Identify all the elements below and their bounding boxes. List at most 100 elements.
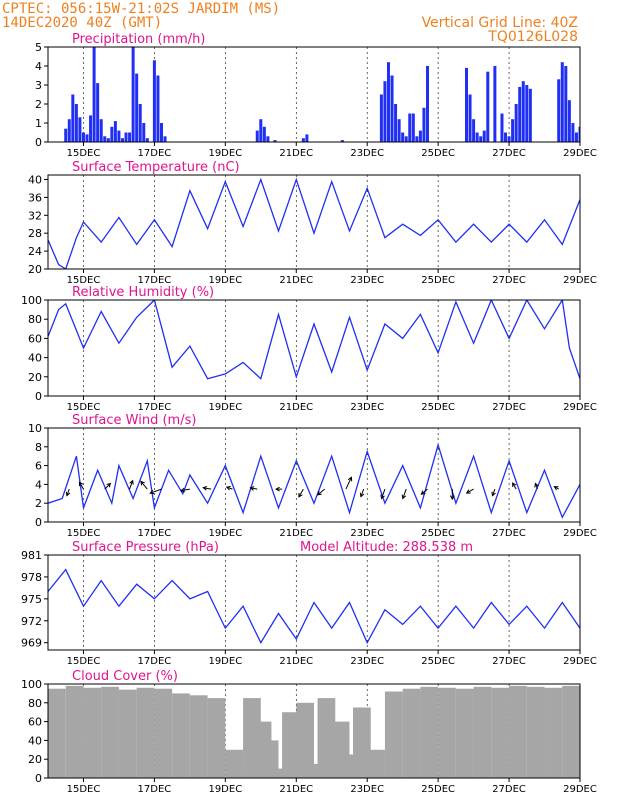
precip-bar xyxy=(465,67,469,142)
x-tick-label: 15DEC xyxy=(67,275,101,286)
wind-arrow-head xyxy=(534,482,539,488)
plot-frame xyxy=(47,174,581,270)
precip-bar xyxy=(468,94,472,142)
precip-bar xyxy=(418,130,422,142)
chart-panel-0: Precipitation (mm/h) 0 1 2 3 4 5 15DEC 17DEC 19DE… xyxy=(35,32,597,159)
precip-bar xyxy=(106,138,110,142)
y-tick-label: 20 xyxy=(28,263,42,276)
chart-title: Surface Wind (m/s) xyxy=(72,413,196,428)
x-tick-label: 17DEC xyxy=(138,148,172,159)
y-tick-label: 3 xyxy=(35,79,42,92)
y-tick-label: 32 xyxy=(28,209,42,222)
series-group xyxy=(48,300,580,380)
precip-bar xyxy=(408,113,412,142)
y-tick-label: 20 xyxy=(28,753,42,766)
x-tick-label: 25DEC xyxy=(421,275,455,286)
chart-panel-1: Surface Temperature (nC) 20 24 28 32 36 40 15DE… xyxy=(28,160,597,286)
wind-arrow-head xyxy=(202,485,208,491)
x-tick-label: 19DEC xyxy=(208,656,242,667)
y-tick-label: 972 xyxy=(21,615,42,628)
precip-bar xyxy=(262,126,266,142)
series-line xyxy=(48,300,580,380)
cloud-bar xyxy=(317,698,336,778)
precip-bar xyxy=(397,119,401,142)
x-tick-label: 21DEC xyxy=(279,148,313,159)
x-tick-label: 27DEC xyxy=(492,784,526,795)
y-tick-label: 28 xyxy=(28,227,42,240)
chart-title: Relative Humidity (%) xyxy=(72,285,214,300)
y-tick-label: 0 xyxy=(35,136,42,149)
wind-arrow xyxy=(402,488,407,499)
wind-arrow-head xyxy=(401,494,407,500)
precip-bar xyxy=(500,113,504,142)
precip-bar xyxy=(301,138,305,142)
series-line xyxy=(48,442,580,519)
plot-frame xyxy=(47,46,581,143)
cloud-bar xyxy=(154,688,173,778)
precip-bar xyxy=(159,123,163,142)
wind-arrow-head xyxy=(512,482,517,488)
precip-bar xyxy=(560,62,564,142)
wind-arrow xyxy=(104,483,111,490)
cloud-bar xyxy=(455,688,474,778)
x-tick-label: 23DEC xyxy=(350,528,384,539)
header-station: CPTEC: 056:15W-21:02S JARDIM (MS) xyxy=(2,1,280,17)
precip-bar xyxy=(528,88,532,142)
precip-bar xyxy=(96,83,100,142)
y-tick-label: 981 xyxy=(21,549,42,562)
x-tick-label: 29DEC xyxy=(563,528,597,539)
wind-arrow-head xyxy=(553,486,559,491)
y-tick-label: 0 xyxy=(35,390,42,403)
y-tick-label: 4 xyxy=(35,60,42,73)
precip-bar xyxy=(142,123,146,142)
x-tick-label: 29DEC xyxy=(563,656,597,667)
cloud-bar xyxy=(473,686,492,778)
x-tick-label: 25DEC xyxy=(421,528,455,539)
x-tick-label: 27DEC xyxy=(492,656,526,667)
wind-arrow xyxy=(250,487,258,490)
wind-arrow-head xyxy=(78,481,84,487)
precip-bar xyxy=(117,130,121,142)
cloud-bar xyxy=(172,693,190,778)
series-line xyxy=(48,568,580,645)
wind-arrow-head xyxy=(465,489,471,494)
precip-bar xyxy=(504,132,508,142)
y-tick-label: 24 xyxy=(28,245,42,258)
y-tick-label: 2 xyxy=(35,497,42,510)
precip-bar xyxy=(131,47,135,142)
wind-arrow-head xyxy=(179,487,185,493)
wind-arrow xyxy=(79,481,84,490)
y-tick-label: 60 xyxy=(28,332,42,345)
x-tick-label: 29DEC xyxy=(563,784,597,795)
wind-arrow xyxy=(345,477,352,490)
header-datetime: 14DEC2020 40Z (GMT) xyxy=(2,15,162,31)
wind-arrow xyxy=(298,488,304,498)
precip-bar xyxy=(507,136,511,142)
x-tick-label: 29DEC xyxy=(563,275,597,286)
precip-bar xyxy=(138,104,142,142)
x-tick-label: 29DEC xyxy=(563,148,597,159)
cloud-bar xyxy=(562,685,580,778)
y-tick-label: 969 xyxy=(21,637,42,650)
y-tick-label: 0 xyxy=(35,516,42,529)
wind-arrow xyxy=(421,488,428,495)
y-tick-label: 20 xyxy=(28,371,42,384)
precip-bar xyxy=(586,138,589,142)
chart-title: Surface Temperature (nC) xyxy=(72,160,240,175)
wind-arrow-head xyxy=(65,491,71,497)
precip-bar xyxy=(589,140,592,142)
x-tick-label: 25DEC xyxy=(421,148,455,159)
y-tick-label: 4 xyxy=(35,478,42,491)
cloud-bar xyxy=(544,687,563,778)
y-tick-label: 8 xyxy=(35,441,42,454)
x-tick-label: 21DEC xyxy=(279,402,313,413)
wind-arrow xyxy=(360,488,365,497)
cloud-bar xyxy=(48,688,66,778)
plot-frame xyxy=(47,299,581,397)
x-tick-label: 15DEC xyxy=(67,148,101,159)
x-tick-label: 23DEC xyxy=(350,275,384,286)
precip-bar xyxy=(390,75,394,142)
precip-bar xyxy=(92,47,96,142)
cloud-bar xyxy=(384,691,403,778)
x-tick-label: 27DEC xyxy=(492,528,526,539)
